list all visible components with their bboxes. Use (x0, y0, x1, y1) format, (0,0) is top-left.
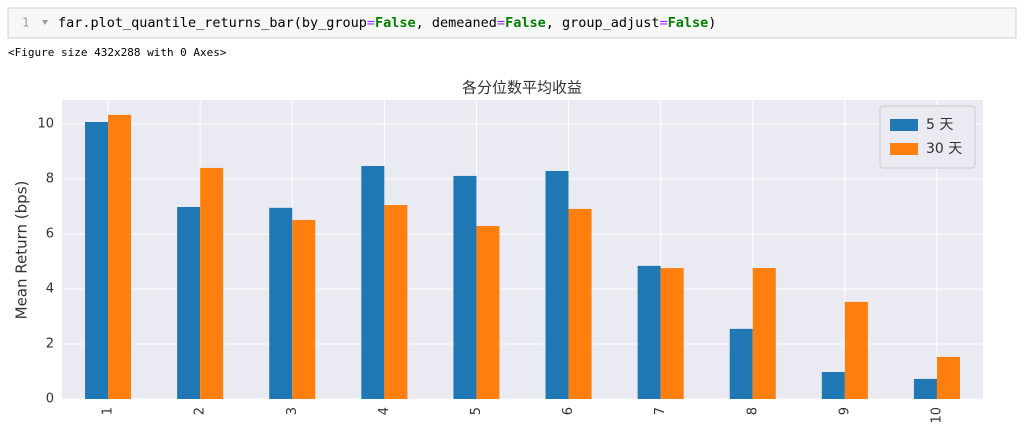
y-tick-label: 4 (46, 281, 54, 296)
bar (729, 328, 753, 399)
code-token: ) (708, 15, 716, 31)
code-token: far.plot_quantile_returns_bar(by_group (58, 15, 367, 31)
bar (476, 225, 500, 399)
bar (637, 265, 661, 399)
y-tick-label: 10 (37, 116, 54, 131)
x-tick-label: 9 (837, 407, 852, 415)
fold-arrow[interactable] (42, 20, 48, 25)
code-cell[interactable] (7, 7, 1017, 39)
chart-title: 各分位数平均收益 (462, 79, 582, 97)
x-tick-label: 3 (285, 407, 300, 415)
bar (384, 205, 408, 399)
legend-swatch (890, 143, 918, 155)
bar (936, 356, 960, 399)
bar (913, 378, 937, 399)
bar (821, 372, 845, 399)
bar (269, 207, 293, 399)
code-line: far.plot_quantile_returns_bar(by_group=F… (58, 15, 716, 31)
legend-box (879, 105, 976, 169)
bar (453, 175, 477, 399)
bar (108, 114, 132, 399)
code-token: = (497, 15, 505, 31)
x-tick-label: 10 (929, 407, 944, 424)
bar (568, 208, 592, 399)
x-tick-label: 4 (377, 407, 392, 415)
bar (361, 166, 385, 399)
bar (844, 301, 868, 399)
y-tick-label: 2 (46, 336, 54, 351)
bar (85, 122, 109, 399)
code-token: False (375, 15, 416, 31)
x-tick-label: 2 (193, 407, 208, 415)
code-token: False (668, 15, 709, 31)
line-number: 1 (22, 16, 30, 30)
output-text: <Figure size 432x288 with 0 Axes> (8, 46, 227, 59)
x-tick-label: 6 (561, 407, 576, 415)
code-token: = (660, 15, 668, 31)
x-tick-label: 8 (745, 407, 760, 415)
legend-label: 30 天 (926, 141, 962, 157)
y-tick-label: 0 (46, 392, 54, 407)
bar (752, 268, 776, 399)
bar (660, 268, 684, 399)
legend-label: 5 天 (926, 117, 953, 133)
y-tick-label: 8 (46, 171, 54, 186)
x-tick-label: 5 (469, 407, 484, 415)
code-token: , group_adjust (546, 15, 660, 31)
legend-swatch (890, 119, 918, 131)
x-tick-label: 7 (653, 407, 668, 415)
bar (200, 167, 224, 399)
code-token: = (367, 15, 375, 31)
y-tick-label: 6 (46, 226, 54, 241)
bar (177, 207, 201, 399)
code-token: False (505, 15, 546, 31)
bar (292, 219, 316, 399)
y-axis-label: Mean Return (bps) (13, 181, 31, 320)
code-token: , demeaned (416, 15, 497, 31)
bar (545, 170, 569, 399)
x-tick-label: 1 (101, 407, 116, 415)
